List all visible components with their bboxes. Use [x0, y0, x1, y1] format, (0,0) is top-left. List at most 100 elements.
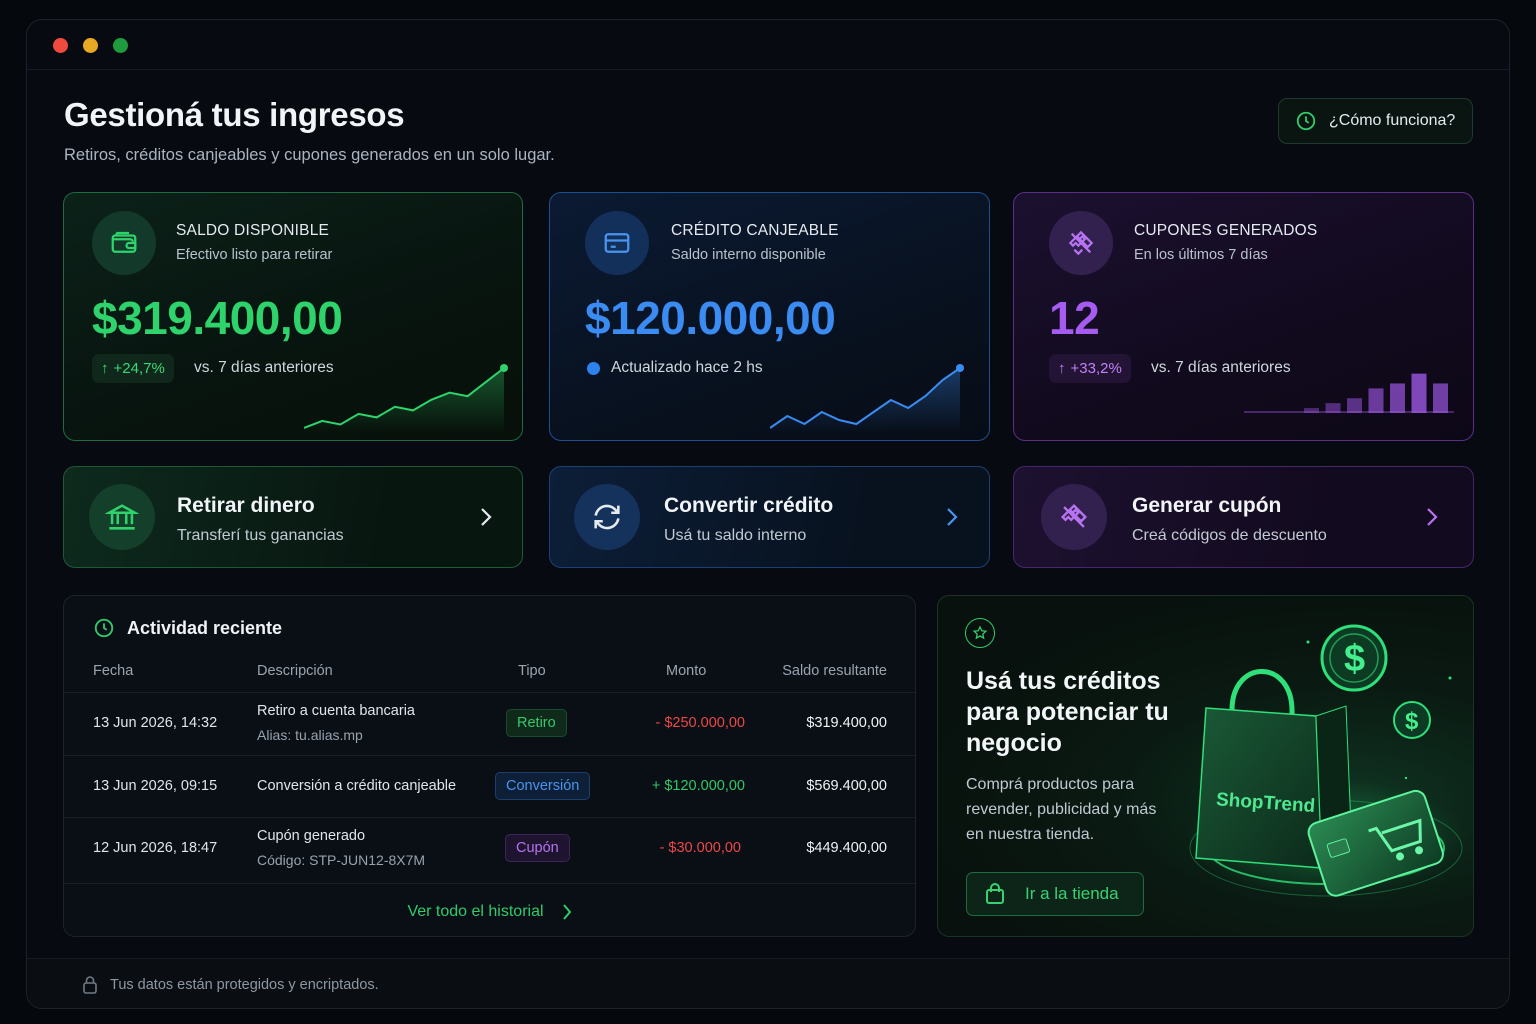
- chevron-right-icon: [947, 508, 958, 526]
- bar: [1411, 373, 1427, 413]
- coupons-delta-value: +33,2%: [1070, 360, 1122, 377]
- status-dot: [587, 362, 600, 375]
- coupons-value: 12: [1049, 292, 1100, 344]
- coupons-delta-text: vs. 7 días anteriores: [1151, 359, 1291, 376]
- row-description: Retiro a cuenta bancaria: [257, 703, 415, 719]
- column-header-type: Tipo: [518, 663, 546, 679]
- table-row[interactable]: 12 Jun 2026, 18:47 Cupón generado Código…: [64, 817, 915, 879]
- row-date: 13 Jun 2026, 14:32: [93, 715, 218, 731]
- sparkline-line: [770, 367, 961, 429]
- row-balance: $319.400,00: [806, 715, 887, 731]
- withdraw-subtitle: Transferí tus ganancias: [177, 527, 344, 544]
- credit-sparkline: [770, 364, 964, 433]
- credit-card: CRÉDITO CANJEABLE Saldo interno disponib…: [549, 192, 990, 441]
- shopping-bag-icon: [986, 883, 1004, 904]
- svg-text:$: $: [1344, 638, 1365, 680]
- convert-title: Convertir crédito: [664, 494, 834, 517]
- type-badge: Conversión: [495, 772, 591, 800]
- table-row[interactable]: 13 Jun 2026, 14:32 Retiro a cuenta banca…: [64, 692, 915, 754]
- table-row[interactable]: 13 Jun 2026, 09:15 Conversión a crédito …: [64, 755, 915, 817]
- bar: [1433, 383, 1448, 413]
- page-title: Gestioná tus ingresos: [64, 96, 405, 133]
- type-badge: Cupón: [505, 834, 570, 862]
- chevron-right-icon: [481, 508, 492, 526]
- coupons-label: CUPONES GENERADOS: [1134, 222, 1318, 239]
- star-icon: [965, 618, 995, 648]
- balance-sublabel: Efectivo listo para retirar: [176, 247, 333, 263]
- sparkline-area: [770, 368, 960, 433]
- lock-icon: [83, 976, 97, 994]
- maximize-window-button[interactable]: [113, 38, 128, 53]
- convert-subtitle: Usá tu saldo interno: [664, 527, 807, 544]
- generate-coupon-button[interactable]: Generar cupón Creá códigos de descuento: [1013, 466, 1474, 568]
- row-amount: - $30.000,00: [659, 840, 741, 856]
- coupon-title: Generar cupón: [1132, 494, 1282, 517]
- dollar-coin-icon: $: [1393, 701, 1431, 739]
- row-date: 12 Jun 2026, 18:47: [93, 840, 218, 856]
- promo-title: Usá tus créditos para potenciar tu negoc…: [966, 667, 1169, 757]
- shopping-illustration: ShopTrend $ $: [1186, 624, 1466, 898]
- balance-sparkline: [304, 364, 508, 433]
- coupons-bar-chart: [1244, 373, 1454, 413]
- row-amount: - $250.000,00: [655, 715, 746, 731]
- bar: [1304, 408, 1319, 413]
- balance-card: SALDO DISPONIBLE Efectivo listo para ret…: [63, 192, 523, 441]
- row-balance: $569.400,00: [806, 778, 887, 794]
- title-bar: [27, 20, 1509, 70]
- credit-value: $120.000,00: [585, 292, 836, 344]
- footer-security-text: Tus datos están protegidos y encriptados…: [110, 977, 379, 993]
- type-badge: Retiro: [506, 709, 567, 737]
- sparkline-end-point: [500, 364, 508, 372]
- column-header-description: Descripción: [257, 663, 333, 679]
- recent-activity-header: Actividad reciente: [93, 617, 282, 639]
- bar: [1325, 403, 1341, 413]
- app-window: Gestioná tus ingresos Retiros, créditos …: [26, 19, 1510, 1009]
- balance-delta-text: vs. 7 días anteriores: [194, 359, 334, 376]
- bar: [1390, 383, 1405, 413]
- shopping-bag-icon: [1195, 707, 1323, 869]
- close-window-button[interactable]: [53, 38, 68, 53]
- see-all-history-link[interactable]: Ver todo el historial: [64, 883, 915, 936]
- balance-delta-value: +24,7%: [113, 360, 165, 377]
- credit-sublabel: Saldo interno disponible: [671, 247, 826, 263]
- coupon-icon: [1049, 211, 1113, 275]
- how-it-works-button[interactable]: ¿Cómo funciona?: [1278, 98, 1473, 144]
- column-header-date: Fecha: [93, 663, 134, 679]
- convert-credit-button[interactable]: Convertir crédito Usá tu saldo interno: [549, 466, 990, 568]
- svg-text:$: $: [1405, 708, 1419, 735]
- row-detail: Alias: tu.alias.mp: [257, 727, 363, 743]
- bar: [1347, 398, 1362, 413]
- row-date: 13 Jun 2026, 09:15: [93, 778, 218, 794]
- balance-value: $319.400,00: [92, 292, 343, 344]
- wallet-icon: [92, 211, 156, 275]
- how-it-works-label: ¿Cómo funciona?: [1329, 112, 1456, 129]
- recent-activity-title: Actividad reciente: [127, 617, 283, 638]
- coupons-card: CUPONES GENERADOS En los últimos 7 días …: [1013, 192, 1474, 441]
- coupon-icon: [1041, 484, 1107, 550]
- coupons-sublabel: En los últimos 7 días: [1134, 247, 1268, 263]
- column-header-amount: Monto: [666, 663, 707, 679]
- chevron-right-icon: [562, 903, 571, 920]
- withdraw-money-button[interactable]: Retirar dinero Transferí tus ganancias: [63, 466, 523, 568]
- coupons-delta-badge: ↑ +33,2%: [1049, 354, 1131, 383]
- sparkline-end-point: [956, 364, 964, 372]
- clock-icon: [94, 618, 114, 638]
- balance-delta-badge: ↑ +24,7%: [92, 354, 174, 383]
- credit-card-cart-icon: [1307, 789, 1444, 897]
- go-to-store-button[interactable]: Ir a la tienda: [966, 872, 1144, 916]
- row-description: Conversión a crédito canjeable: [257, 778, 457, 794]
- minimize-window-button[interactable]: [83, 38, 98, 53]
- go-to-store-label: Ir a la tienda: [1025, 884, 1119, 903]
- chevron-right-icon: [1427, 508, 1438, 526]
- see-all-history-label: Ver todo el historial: [407, 902, 544, 920]
- bar: [1368, 388, 1384, 413]
- sparkline-line: [304, 367, 505, 429]
- credit-label: CRÉDITO CANJEABLE: [671, 222, 839, 239]
- credit-updated-text: Actualizado hace 2 hs: [611, 359, 763, 376]
- credit-card-icon: [585, 211, 649, 275]
- arrow-up-icon: ↑: [101, 360, 109, 377]
- row-description: Cupón generado: [257, 828, 366, 844]
- arrow-up-icon: ↑: [1058, 360, 1066, 377]
- promo-panel: Usá tus créditos para potenciar tu negoc…: [937, 595, 1474, 937]
- row-balance: $449.400,00: [806, 840, 887, 856]
